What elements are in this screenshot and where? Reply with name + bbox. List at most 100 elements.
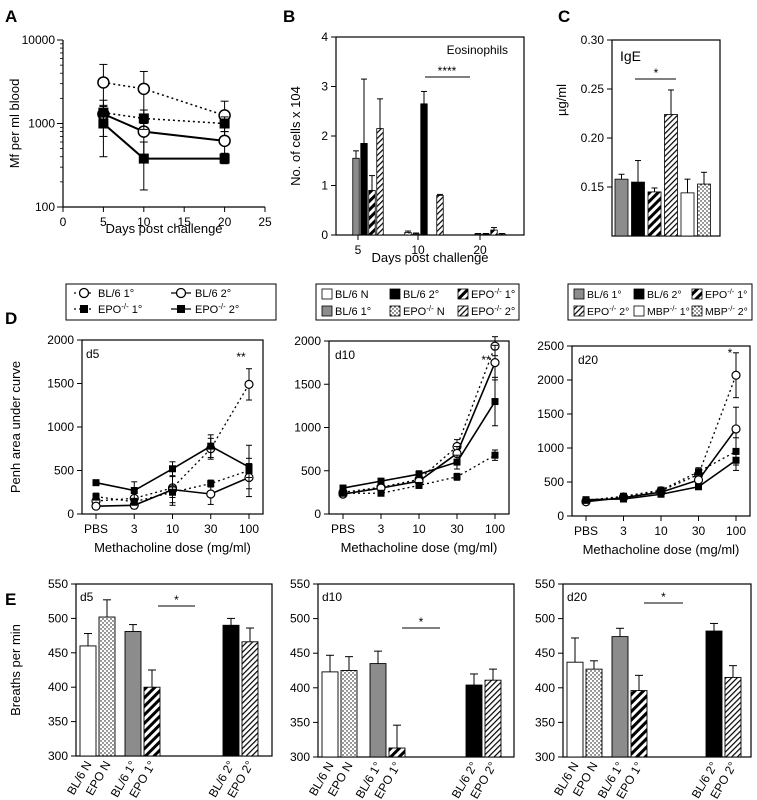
y-tick-label: 550: [535, 577, 555, 591]
x-tick-label: 5: [100, 215, 107, 229]
panel-sublabel: d5: [80, 590, 94, 604]
x-tick-label: 10: [411, 243, 425, 257]
bar: [566, 661, 584, 758]
legend-label: BL/6 N: [335, 289, 369, 301]
data-point: [490, 358, 500, 368]
y-tick-label: 1000: [294, 421, 321, 435]
x-tick-label: 20: [473, 243, 487, 257]
panel-a: 100 1000 10000 0 5 10 15 20 25 Days post challeng…: [7, 33, 272, 236]
data-point: [657, 490, 665, 498]
bar: [585, 668, 603, 758]
legend-swatch: [321, 305, 333, 317]
legend-a: BL/6 1° BL/6 2° EPO-/- 1° EPO-/- 2°: [65, 283, 277, 321]
legend-label: EPO-/- 2°: [587, 304, 629, 318]
data-point: [732, 456, 740, 464]
y-tick-label: 500: [535, 612, 555, 626]
legend-box: [567, 283, 753, 321]
y-tick-label: 2000: [47, 333, 74, 347]
legend-box: [65, 283, 277, 321]
significance-label: *: [419, 615, 424, 629]
y-tick-label: 0: [67, 507, 74, 521]
series-line: [102, 122, 225, 160]
legend-label: MBP-/- 2°: [705, 304, 748, 318]
panel-letter: B: [283, 7, 295, 26]
x-tick-label: PBS: [84, 522, 108, 536]
legend-label: EPO-/- 1°: [98, 302, 142, 316]
y-tick-label: 0: [321, 228, 328, 242]
x-tick-label: 30: [204, 522, 218, 536]
panel-sublabel: d5: [86, 347, 100, 361]
data-point: [206, 489, 216, 499]
y-tick-label: 1: [321, 179, 328, 193]
y-tick-label: 300: [48, 749, 68, 763]
series-line: [95, 384, 250, 502]
bar: [498, 233, 506, 236]
x-axis-label: Methacholine dose (mg/ml): [583, 542, 740, 557]
data-point: [98, 118, 109, 129]
data-point: [207, 480, 215, 488]
panel-d5: 0 500 1000 1500 2000 PBS 3 10 30 100 Methacholine …: [8, 333, 264, 555]
legend-label: EPO-/- N: [403, 304, 445, 318]
data-point: [138, 113, 149, 124]
data-point: [620, 495, 627, 503]
x-tick-label: 3: [620, 524, 627, 538]
x-tick-label: 10: [137, 215, 151, 229]
y-tick-label: 500: [54, 464, 74, 478]
y-tick-label: 350: [535, 715, 555, 729]
y-tick-label: 100: [35, 200, 55, 214]
bar: [611, 636, 629, 758]
y-tick-label: 500: [290, 612, 310, 626]
x-tick-label: 3: [131, 522, 138, 536]
bar: [482, 233, 490, 236]
legend-marker: [177, 305, 185, 313]
data-point: [377, 489, 385, 497]
bar: [222, 624, 240, 757]
bar: [368, 190, 376, 236]
significance-label: *: [661, 590, 666, 604]
x-tick-label: 10: [412, 522, 426, 536]
y-tick-label: 400: [535, 681, 555, 695]
panel-sublabel: d20: [578, 353, 598, 367]
data-point: [137, 82, 151, 96]
y-tick-label: 1000: [537, 441, 564, 455]
bar: [474, 233, 482, 236]
data-point: [693, 475, 704, 485]
legend-swatch: [389, 305, 401, 317]
y-tick-label: 0.20: [581, 131, 605, 145]
x-tick-label: 10: [654, 524, 668, 538]
bar: [647, 191, 662, 237]
data-point: [377, 477, 385, 485]
plot-frame: [562, 583, 752, 758]
panel-d20: 0 500 1000 1500 2000 2500 PBS 3 10 30 100 Methachol…: [537, 339, 751, 557]
bar: [369, 663, 387, 758]
x-tick-label: 10: [166, 522, 180, 536]
bar: [124, 631, 142, 757]
y-tick-label: 450: [48, 646, 68, 660]
y-axis-label: No. of cells x 104: [288, 86, 303, 186]
y-tick-label: 2: [321, 129, 328, 143]
series-line: [95, 469, 250, 503]
series-line: [585, 375, 737, 502]
data-point: [92, 493, 100, 501]
significance-label: *: [174, 593, 179, 607]
legend-label: BL/6 1°: [587, 289, 622, 301]
y-tick-label: 500: [48, 611, 68, 625]
legend-label: EPO-/- 2°: [195, 302, 239, 316]
x-axis-label: Methacholine dose (mg/ml): [341, 540, 498, 555]
data-point: [169, 488, 176, 496]
bar: [631, 181, 645, 237]
data-point: [130, 498, 138, 506]
x-tick-label: 25: [258, 215, 272, 229]
panel-sublabel: d20: [567, 590, 587, 604]
y-tick-label: 350: [290, 715, 310, 729]
data-point: [731, 370, 741, 380]
x-tick-label: 30: [692, 524, 706, 538]
y-tick-label: 2000: [537, 373, 564, 387]
y-tick-label: 1500: [537, 407, 564, 421]
y-axis-label: Penh area under curve: [8, 361, 23, 493]
y-tick-label: 500: [301, 464, 321, 478]
data-point: [245, 463, 253, 471]
significance-label: *: [654, 66, 659, 80]
